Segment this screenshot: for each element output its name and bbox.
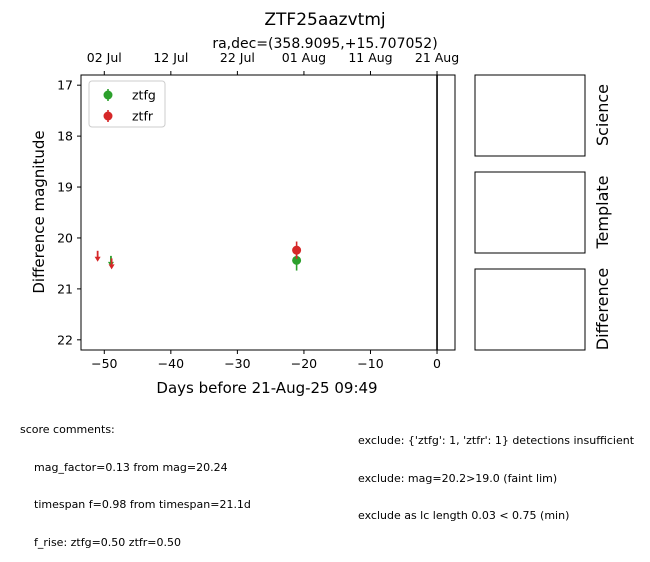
chart-title: ZTF25aazvtmj: [264, 10, 385, 30]
score-comment-line: timespan f=0.98 from timespan=21.1d: [34, 498, 251, 511]
x-tick-label: −30: [224, 356, 250, 371]
score-comments-heading: score comments:: [20, 423, 115, 436]
x-tick-label: −20: [291, 356, 317, 371]
y-tick-label: 22: [57, 332, 73, 347]
y-tick-label: 21: [57, 281, 73, 296]
cutout-label: Template: [593, 175, 612, 249]
y-tick-label: 18: [57, 129, 73, 144]
cutout-panel: [474, 171, 586, 254]
x-tick-label: −40: [158, 356, 184, 371]
exclude-comment-line: exclude as lc length 0.03 < 0.75 (min): [358, 509, 570, 522]
top-tick-label: 11 Aug: [348, 50, 392, 65]
x-axis-label: Days before 21-Aug-25 09:49: [156, 379, 377, 397]
legend-label: ztfg: [132, 88, 156, 103]
lightcurve-figure: ZTF25aazvtmj ra,dec=(358.9095,+15.707052…: [30, 10, 612, 397]
y-tick-label: 17: [57, 78, 73, 93]
score-comment-line: mag_factor=0.13 from mag=20.24: [34, 460, 228, 474]
exclude-comment-line: exclude: {'ztfg': 1, 'ztfr': 1} detectio…: [358, 434, 635, 447]
top-tick-label: 02 Jul: [87, 50, 122, 65]
plot-area: −50 −40 −30 −20 −10 0 02 Jul 12 Jul 22 Jul 01 Aug…: [57, 50, 459, 371]
score-comments: score comments: mag_factor=0.13 from mag…: [20, 399, 251, 562]
x-tick-label: −50: [91, 356, 117, 371]
plot-frame: [80, 74, 456, 351]
data-point: [292, 245, 302, 255]
data-point: [292, 255, 302, 265]
legend-marker: [103, 111, 113, 121]
x-tick-label: −10: [357, 356, 383, 371]
cutout-panel: [474, 74, 586, 157]
top-tick-label: 01 Aug: [282, 50, 326, 65]
y-axis-label: Difference magnitude: [30, 130, 48, 293]
score-comment-line: f_rise: ztfg=0.50 ztfr=0.50: [34, 535, 181, 549]
legend-marker: [103, 90, 113, 100]
y-tick-label: 19: [57, 180, 73, 195]
legend-label: ztfr: [132, 109, 154, 124]
exclude-comment-line: exclude: mag=20.2>19.0 (faint lim): [358, 471, 558, 485]
y-tick-label: 20: [57, 230, 73, 245]
upper-limit-arrow: [94, 256, 101, 262]
x-tick-label: 0: [433, 356, 441, 371]
exclude-comments: exclude: {'ztfg': 1, 'ztfr': 1} detectio…: [358, 410, 634, 535]
cutout-label: Difference: [593, 268, 612, 350]
top-tick-label: 12 Jul: [153, 50, 188, 65]
cutout-label: Science: [593, 84, 612, 146]
top-tick-label: 22 Jul: [220, 50, 255, 65]
cutout-panels: Science Template Difference: [474, 74, 612, 351]
legend: ztfg ztfr: [88, 80, 166, 128]
top-tick-label: 21 Aug: [415, 50, 459, 65]
upper-limit-arrow: [108, 264, 115, 270]
cutout-panel: [474, 268, 586, 351]
chart-subtitle: ra,dec=(358.9095,+15.707052): [212, 36, 437, 52]
